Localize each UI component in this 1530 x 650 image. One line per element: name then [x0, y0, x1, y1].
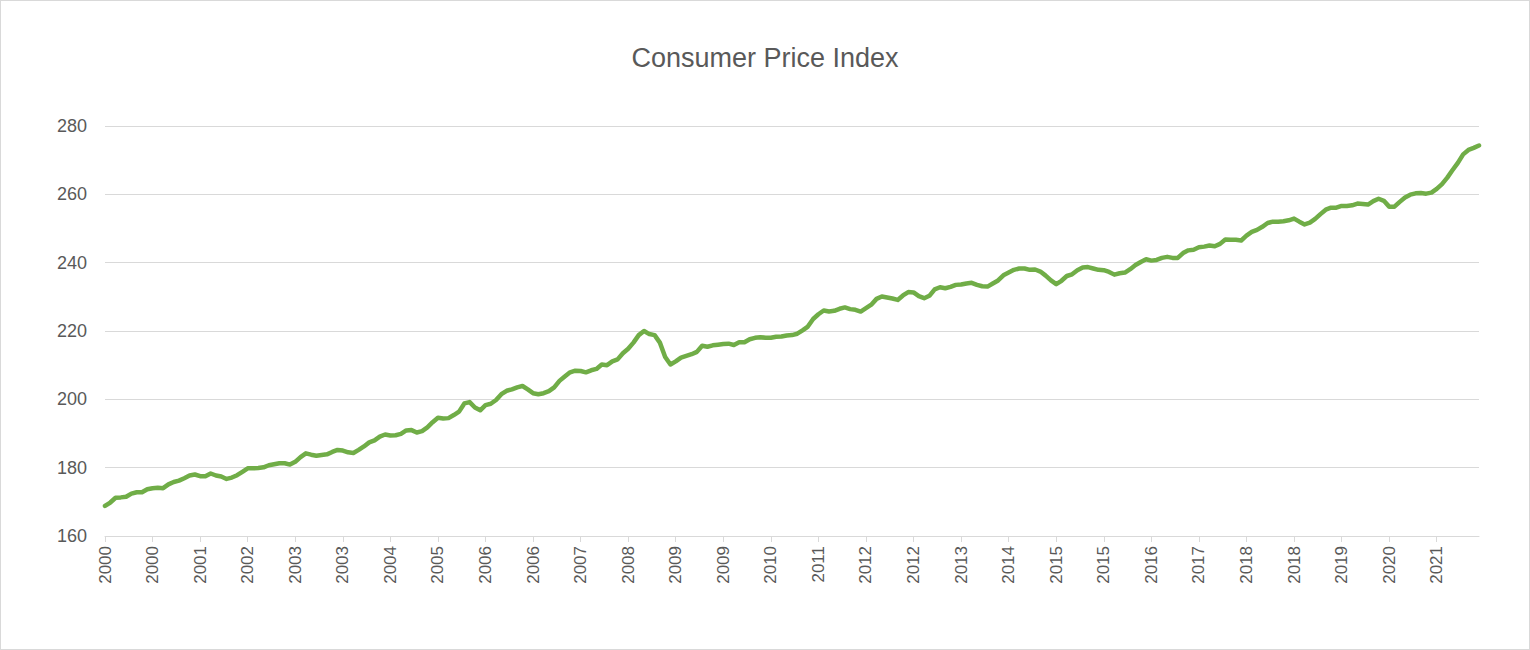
svg-text:2003: 2003 — [333, 546, 352, 584]
svg-text:240: 240 — [57, 253, 87, 273]
svg-text:2010: 2010 — [761, 546, 780, 584]
svg-text:2009: 2009 — [666, 546, 685, 584]
svg-text:2017: 2017 — [1189, 546, 1208, 584]
svg-text:2012: 2012 — [856, 546, 875, 584]
svg-text:2018: 2018 — [1285, 546, 1304, 584]
svg-text:2013: 2013 — [952, 546, 971, 584]
svg-text:2015: 2015 — [1047, 546, 1066, 584]
svg-text:2012: 2012 — [904, 546, 923, 584]
svg-text:180: 180 — [57, 458, 87, 478]
svg-text:200: 200 — [57, 389, 87, 409]
svg-text:2002: 2002 — [238, 546, 257, 584]
svg-text:2001: 2001 — [191, 546, 210, 584]
svg-text:2004: 2004 — [381, 546, 400, 584]
svg-text:2015: 2015 — [1094, 546, 1113, 584]
svg-text:2005: 2005 — [428, 546, 447, 584]
svg-text:280: 280 — [57, 116, 87, 136]
svg-text:2021: 2021 — [1427, 546, 1446, 584]
svg-text:2000: 2000 — [143, 546, 162, 584]
svg-text:2016: 2016 — [1142, 546, 1161, 584]
svg-text:2020: 2020 — [1380, 546, 1399, 584]
svg-text:2018: 2018 — [1237, 546, 1256, 584]
svg-text:2011: 2011 — [809, 546, 828, 583]
svg-text:2019: 2019 — [1332, 546, 1351, 584]
svg-text:2003: 2003 — [286, 546, 305, 584]
svg-text:2000: 2000 — [96, 546, 115, 584]
svg-text:260: 260 — [57, 184, 87, 204]
svg-text:2006: 2006 — [476, 546, 495, 584]
svg-text:220: 220 — [57, 321, 87, 341]
svg-text:Consumer Price Index: Consumer Price Index — [631, 43, 899, 73]
svg-text:160: 160 — [57, 526, 87, 546]
svg-text:2007: 2007 — [571, 546, 590, 584]
svg-text:2009: 2009 — [714, 546, 733, 584]
svg-text:2008: 2008 — [619, 546, 638, 584]
svg-text:2014: 2014 — [999, 546, 1018, 584]
svg-text:2006: 2006 — [524, 546, 543, 584]
